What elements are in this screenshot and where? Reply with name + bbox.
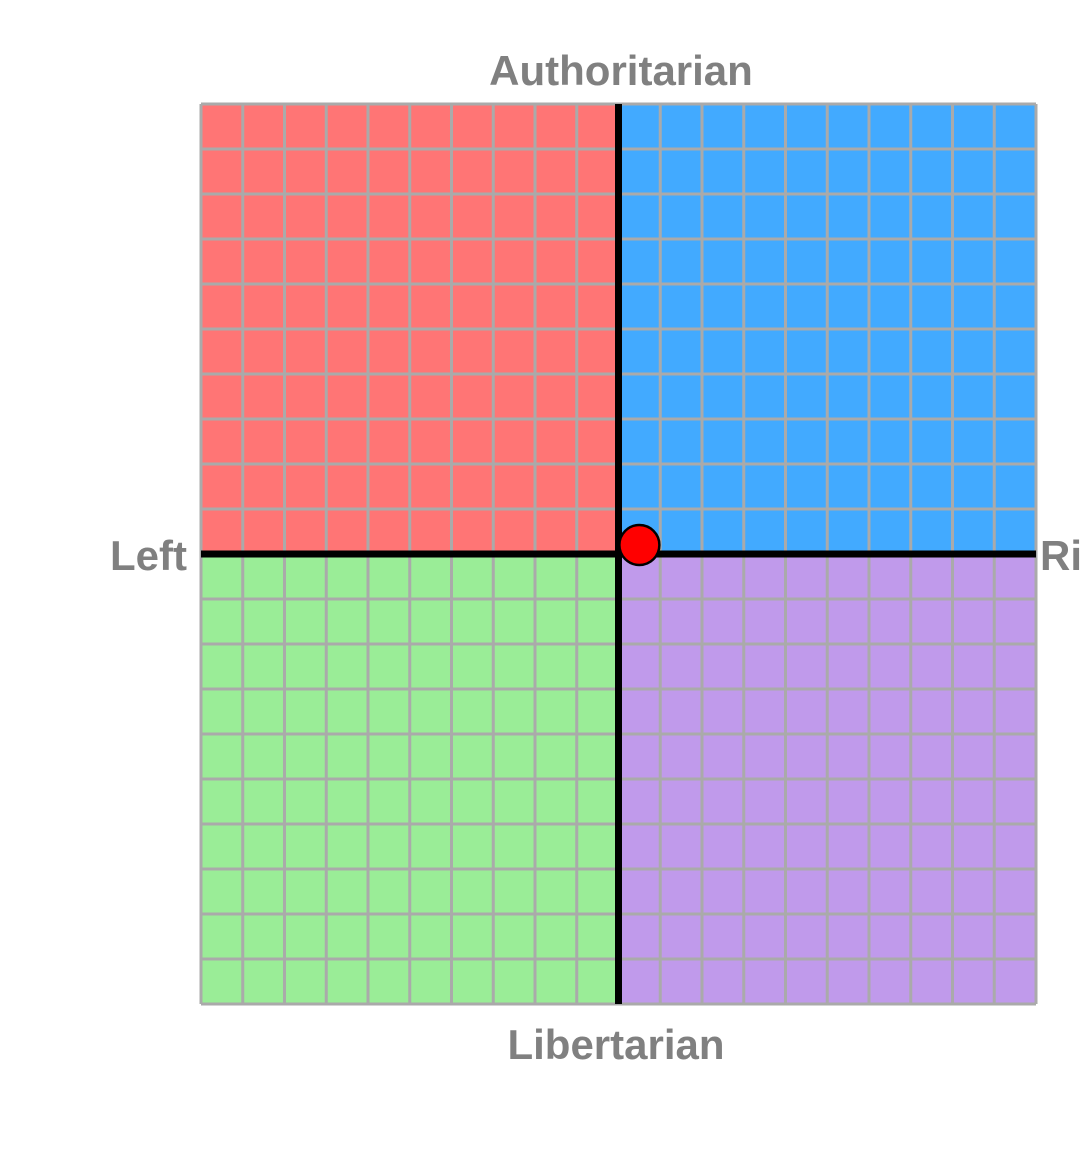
top-label: Authoritarian: [489, 47, 753, 94]
point: [618, 523, 661, 567]
bottom-label: Libertarian: [507, 1021, 724, 1068]
right-label: Ri: [1040, 532, 1080, 579]
left-label: Left: [110, 532, 187, 579]
